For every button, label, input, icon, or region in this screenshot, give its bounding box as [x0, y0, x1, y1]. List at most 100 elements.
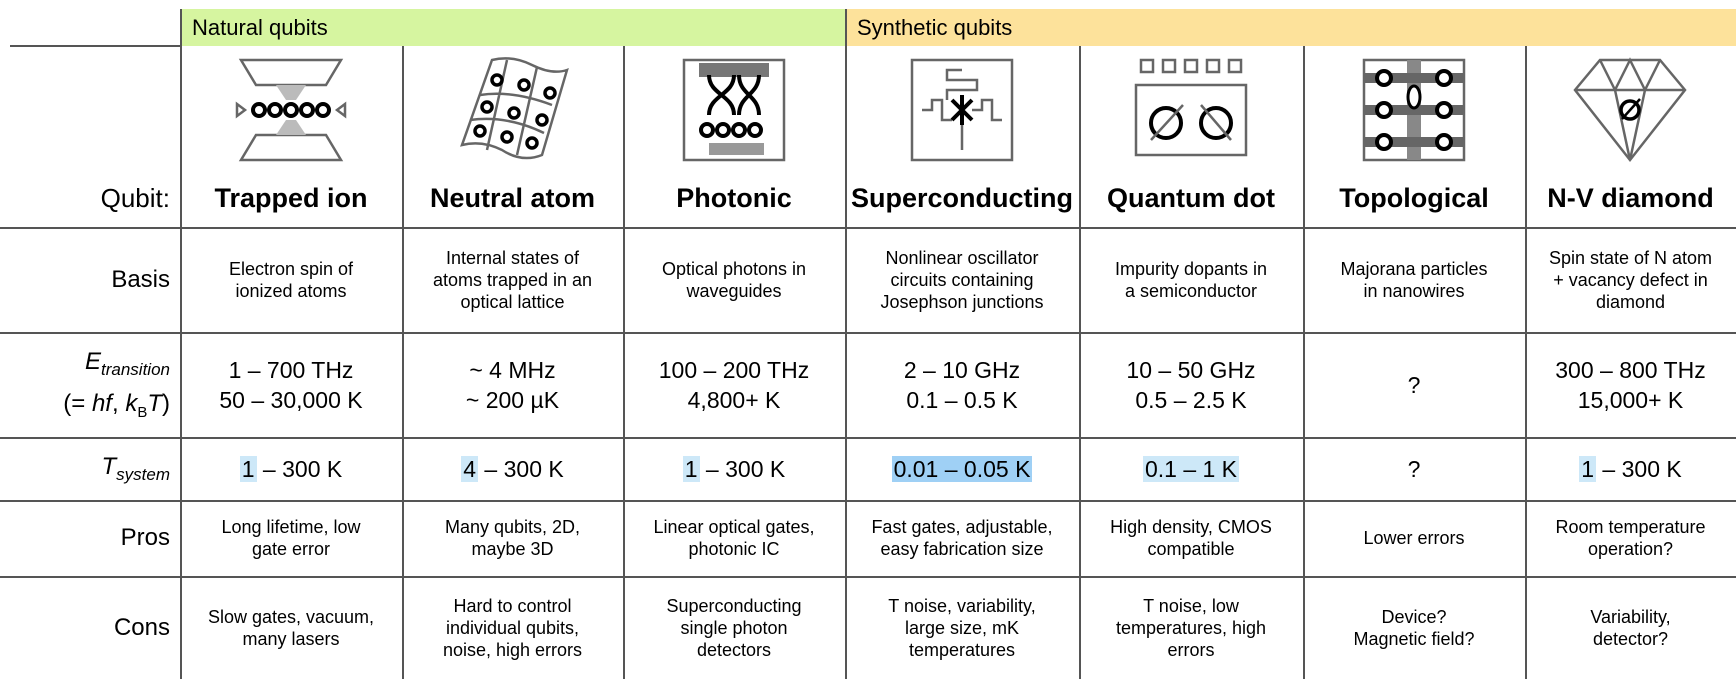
row-label: Tsystem	[0, 437, 180, 500]
cell-line: Optical photons in	[661, 258, 807, 279]
qubit-name-text: Quantum dot	[1107, 183, 1275, 213]
cell-line: maybe 3D	[471, 539, 554, 559]
quantum-dot-icon	[1134, 58, 1248, 157]
grid-line	[0, 332, 1736, 334]
cell-line: ?	[1408, 454, 1421, 484]
trapped-ion-icon	[235, 58, 347, 162]
cell-line: Device?	[1381, 606, 1447, 627]
row-label-text: Cons	[113, 613, 170, 641]
cell-line: waveguides	[686, 280, 782, 301]
label-part: ,	[111, 390, 126, 417]
cell-line: Hard to control	[453, 595, 572, 616]
cell-line: temperatures	[908, 639, 1016, 660]
cell-line: T noise, low	[1143, 595, 1239, 616]
label-sub: B	[137, 403, 148, 421]
cell-line: Majorana particles	[1340, 258, 1488, 279]
label-part: T	[147, 390, 162, 417]
cell: Electron spin of ionized atoms	[180, 227, 402, 332]
cell-line: gate error	[251, 539, 331, 559]
cell-line: 1 – 300 K	[239, 454, 342, 484]
cell-line: Variability,	[1590, 606, 1671, 627]
grid-line	[1079, 46, 1081, 679]
cell: 300 – 800 THz 15,000+ K	[1525, 332, 1736, 437]
cell: T noise, variability, large size, mK tempe…	[845, 576, 1079, 679]
grid-line	[0, 437, 1736, 439]
cell-line: 4,800+ K	[687, 386, 781, 413]
cell-line: operation?	[1587, 539, 1674, 559]
cell: Lower errors	[1303, 500, 1525, 576]
group-title: Synthetic qubits	[857, 14, 1013, 40]
cell: Optical photons in waveguides	[623, 227, 845, 332]
highlight: 4	[461, 455, 479, 482]
cell-line: ionized atoms	[235, 280, 347, 301]
cell-line: Internal states of	[445, 247, 580, 268]
cell: 0.01 – 0.05 K	[845, 437, 1079, 500]
cell-text: – 300 K	[699, 455, 786, 482]
grid-line	[402, 46, 404, 679]
cell: Internal states of atoms trapped in an opt…	[402, 227, 623, 332]
cell-line: Long lifetime, low	[221, 517, 361, 537]
neutral-atom-icon	[460, 57, 569, 160]
qubit-name: Trapped ion	[180, 170, 402, 227]
grid-line	[0, 227, 1736, 229]
highlight: 0.01 – 0.05 K	[891, 455, 1033, 482]
cell-line: Electron spin of	[228, 258, 354, 279]
cell-line: 50 – 30,000 K	[219, 386, 363, 413]
label-part: hf	[91, 390, 112, 417]
cell-line: noise, high errors	[442, 639, 583, 660]
cell-line: many lasers	[242, 628, 340, 649]
cell: Nonlinear oscillator circuits containing J…	[845, 227, 1079, 332]
cell-line: High density, CMOS	[1110, 517, 1272, 537]
qubit-name-text: Topological	[1339, 183, 1489, 213]
cell-line: circuits containing	[890, 269, 1034, 290]
grid-line	[10, 45, 180, 47]
cell: ?	[1303, 437, 1525, 500]
cell: 100 – 200 THz 4,800+ K	[623, 332, 845, 437]
cell-line: ~ 4 MHz	[469, 356, 556, 383]
cell: Long lifetime, low gate error	[180, 500, 402, 576]
cell: Majorana particles in nanowires	[1303, 227, 1525, 332]
cell-line: ?	[1407, 371, 1421, 398]
grid-line	[180, 9, 182, 679]
group-header: Natural qubits	[180, 9, 845, 46]
cell-line: atoms trapped in an	[432, 269, 593, 290]
qubit-name-text: Trapped ion	[214, 183, 368, 213]
cell: ?	[1303, 332, 1525, 437]
cell-line: easy fabrication size	[880, 539, 1044, 559]
label-sub: transition	[101, 360, 170, 379]
qubit-name: Neutral atom	[402, 170, 623, 227]
group-header: Synthetic qubits	[845, 9, 1736, 46]
cell-line: detectors	[696, 639, 772, 660]
row-label: Qubit:	[0, 170, 180, 227]
cell: Many qubits, 2D, maybe 3D	[402, 500, 623, 576]
label-line: (= hf, kBT)	[63, 390, 170, 421]
cell-line: Room temperature	[1555, 517, 1706, 537]
grid-line	[845, 9, 847, 46]
row-label-text: Pros	[120, 524, 170, 551]
cell-line: 1 – 300 K	[682, 454, 786, 484]
cell-line: Linear optical gates,	[653, 517, 815, 537]
cell-line: 4 – 300 K	[461, 454, 564, 484]
label-main: T	[101, 452, 117, 480]
cell-line: 0.5 – 2.5 K	[1135, 386, 1247, 413]
topological-icon	[1362, 58, 1466, 162]
cell: 10 – 50 GHz 0.5 – 2.5 K	[1079, 332, 1303, 437]
cell-text: – 300 K	[1596, 455, 1682, 482]
row-label: Basis	[0, 227, 180, 332]
cell-line: detector?	[1592, 628, 1669, 649]
cell-line: 1 – 300 K	[1579, 454, 1682, 484]
label-line: Etransition	[85, 348, 170, 380]
cell-line: + vacancy defect in	[1553, 269, 1708, 290]
cell-line: temperatures, high	[1115, 617, 1267, 638]
qubit-name-text: Neutral atom	[429, 183, 596, 213]
cell-line: individual qubits,	[445, 617, 580, 638]
cell-line: in nanowires	[1363, 280, 1465, 301]
cell: 1 – 300 K	[623, 437, 845, 500]
cell: 2 – 10 GHz 0.1 – 0.5 K	[845, 332, 1079, 437]
qubit-name: Superconducting	[845, 170, 1079, 227]
cell: 1 – 300 K	[1525, 437, 1736, 500]
cell: ~ 4 MHz ~ 200 µK	[402, 332, 623, 437]
cell-line: Impurity dopants in	[1114, 258, 1268, 279]
cell: Spin state of N atom + vacancy defect in d…	[1525, 227, 1736, 332]
cell: Hard to control individual qubits, noise, …	[402, 576, 623, 679]
